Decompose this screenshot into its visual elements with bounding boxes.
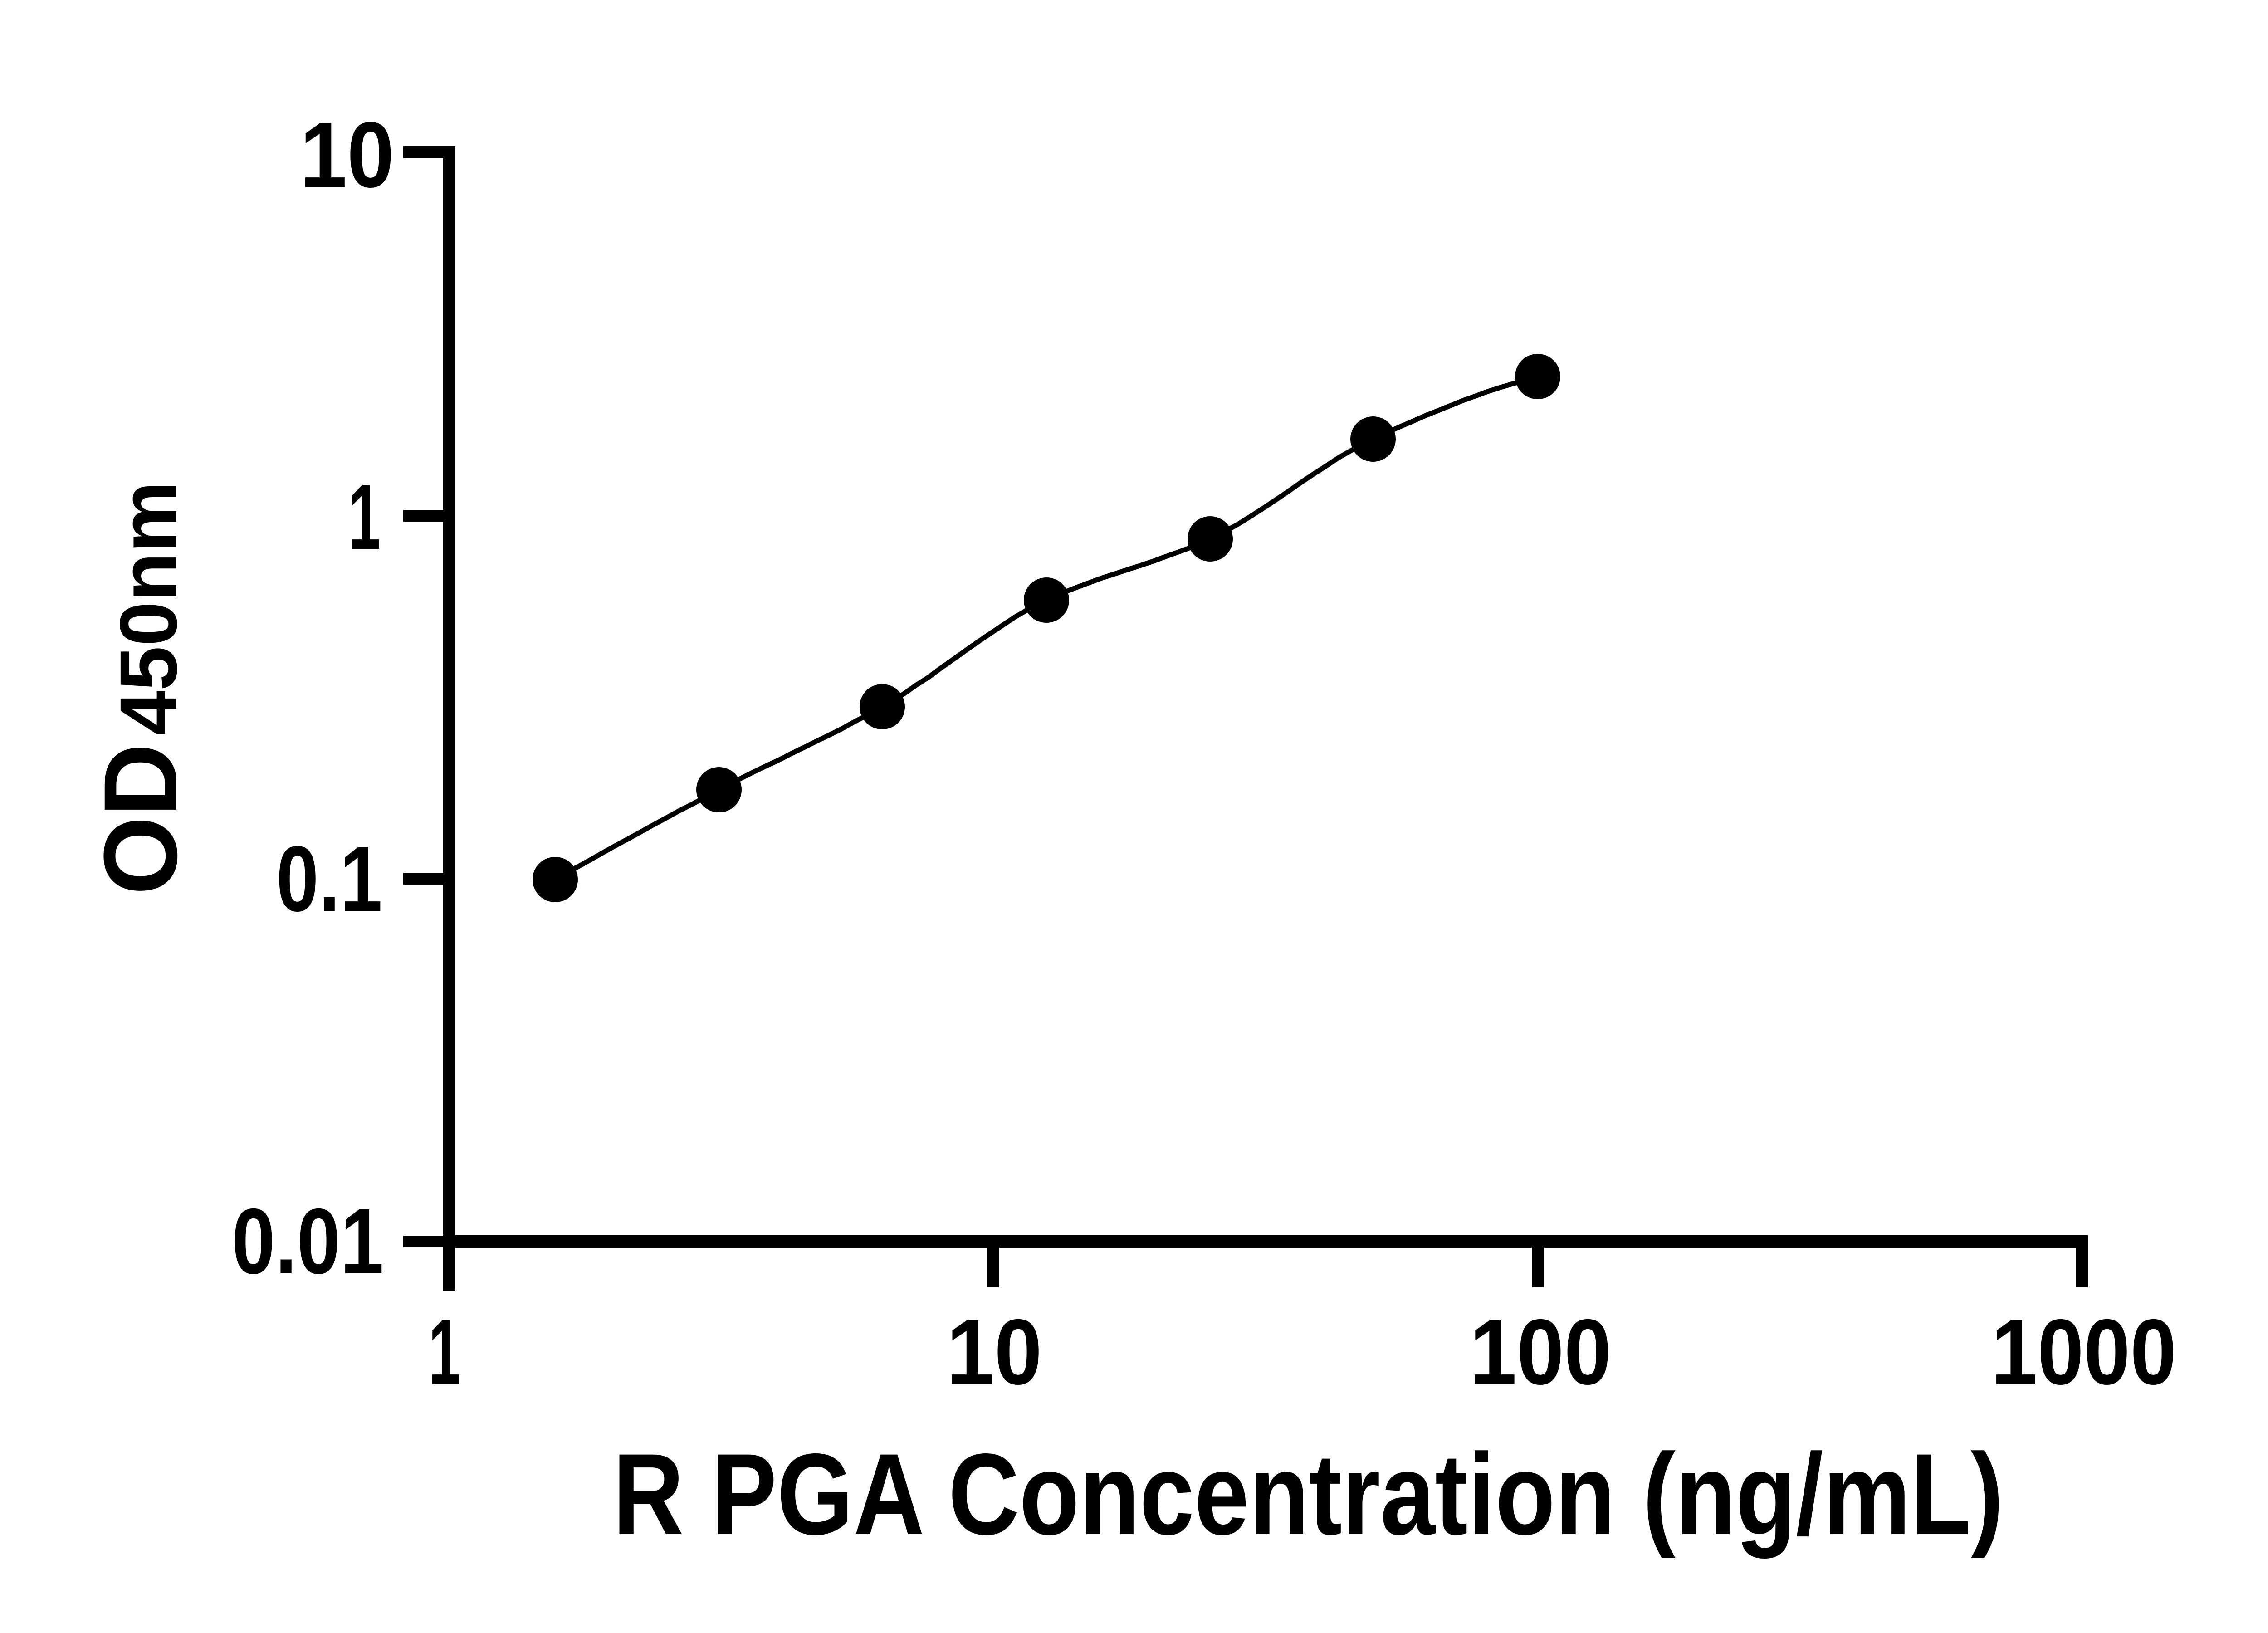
- svg-text:10: 10: [947, 1300, 1042, 1404]
- svg-text:OD450nm: OD450nm: [82, 481, 199, 895]
- svg-text:0.1: 0.1: [276, 827, 382, 931]
- svg-text:100: 100: [1470, 1300, 1612, 1404]
- svg-text:R PGA Concentration (ng/mL): R PGA Concentration (ng/mL): [613, 1430, 2004, 1559]
- svg-text:1: 1: [429, 1300, 461, 1404]
- svg-text:1: 1: [348, 465, 381, 569]
- svg-text:0.01: 0.01: [232, 1189, 384, 1293]
- svg-text:10: 10: [300, 103, 394, 207]
- svg-text:1000: 1000: [1991, 1300, 2177, 1404]
